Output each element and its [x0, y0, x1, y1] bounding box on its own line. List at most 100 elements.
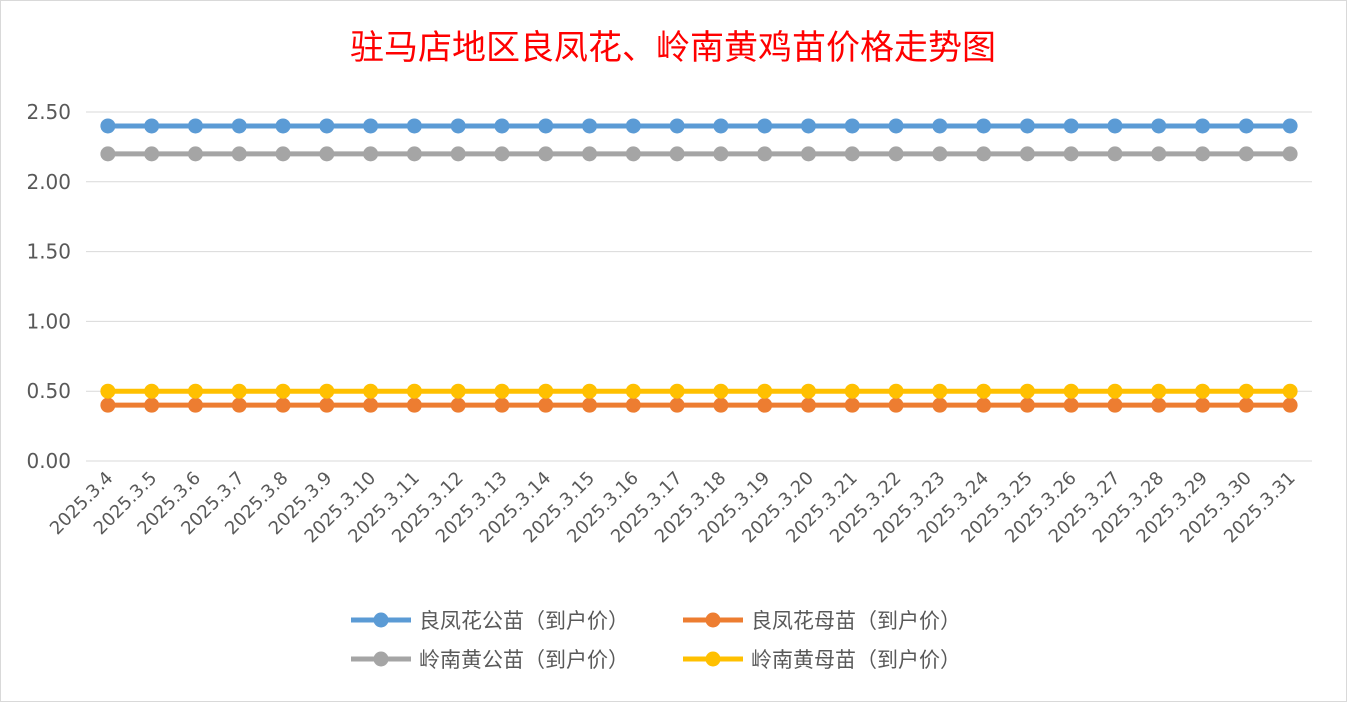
data-point [976, 146, 992, 162]
data-point [1282, 397, 1298, 413]
data-point [888, 383, 904, 399]
data-point [625, 118, 641, 134]
data-point [582, 397, 598, 413]
data-point [976, 383, 992, 399]
legend-swatch-marker [705, 612, 721, 628]
data-point [1107, 397, 1123, 413]
data-point [406, 146, 422, 162]
data-point [932, 383, 948, 399]
data-point [319, 383, 335, 399]
data-point [582, 146, 598, 162]
data-point [1238, 146, 1254, 162]
series-0 [100, 118, 1298, 134]
data-point [888, 146, 904, 162]
legend-item: 良凤花公苗（到户价） [351, 609, 629, 633]
legend-item: 岭南黄母苗（到户价） [683, 648, 961, 672]
data-point [363, 383, 379, 399]
legend-label: 良凤花公苗（到户价） [419, 609, 629, 633]
data-point [582, 118, 598, 134]
data-point [275, 397, 291, 413]
data-point [713, 397, 729, 413]
data-point [888, 397, 904, 413]
data-point [406, 397, 422, 413]
data-point [713, 118, 729, 134]
data-point [757, 146, 773, 162]
data-point [1063, 118, 1079, 134]
data-point [100, 383, 116, 399]
y-tick-label: 2.50 [26, 100, 71, 124]
data-point [844, 397, 860, 413]
data-point [100, 146, 116, 162]
data-point [669, 118, 685, 134]
data-point [319, 146, 335, 162]
data-point [1151, 146, 1167, 162]
data-point [625, 397, 641, 413]
data-point [625, 146, 641, 162]
data-point [1195, 397, 1211, 413]
data-point [582, 383, 598, 399]
y-tick-label: 1.50 [26, 240, 71, 264]
data-point [1195, 383, 1211, 399]
data-point [1282, 118, 1298, 134]
data-point [144, 146, 160, 162]
data-point [1107, 383, 1123, 399]
data-point [932, 146, 948, 162]
data-point [888, 118, 904, 134]
data-point [757, 118, 773, 134]
series-1 [100, 397, 1298, 413]
data-point [669, 383, 685, 399]
data-point [450, 397, 466, 413]
data-point [363, 397, 379, 413]
data-point [538, 397, 554, 413]
legend-item: 岭南黄公苗（到户价） [351, 648, 629, 672]
data-point [1151, 118, 1167, 134]
x-axis-ticks: 2025.3.42025.3.52025.3.62025.3.72025.3.8… [46, 468, 1300, 548]
data-point [1019, 397, 1035, 413]
data-point [187, 146, 203, 162]
data-point [187, 383, 203, 399]
data-point [538, 118, 554, 134]
data-point [625, 383, 641, 399]
data-point [844, 118, 860, 134]
series-2 [100, 146, 1298, 162]
data-point [144, 118, 160, 134]
chart-title: 驻马店地区良凤花、岭南黄鸡苗价格走势图 [350, 28, 996, 68]
data-point [976, 118, 992, 134]
data-point [187, 118, 203, 134]
data-point [494, 118, 510, 134]
data-point [669, 397, 685, 413]
legend-swatch-marker [705, 651, 721, 667]
data-point [1063, 146, 1079, 162]
data-point [538, 383, 554, 399]
legend-swatch-marker [373, 612, 389, 628]
data-point [275, 383, 291, 399]
legend-label: 良凤花母苗（到户价） [751, 609, 961, 633]
series-group [100, 118, 1298, 413]
data-point [976, 397, 992, 413]
data-point [1282, 146, 1298, 162]
data-point [1151, 397, 1167, 413]
data-point [231, 383, 247, 399]
data-point [1238, 397, 1254, 413]
data-point [1238, 383, 1254, 399]
legend-label: 岭南黄公苗（到户价） [419, 648, 629, 672]
y-tick-label: 2.00 [26, 170, 71, 194]
data-point [494, 397, 510, 413]
data-point [319, 397, 335, 413]
data-point [100, 118, 116, 134]
data-point [450, 146, 466, 162]
data-point [1019, 146, 1035, 162]
data-point [713, 146, 729, 162]
data-point [231, 146, 247, 162]
data-point [1063, 397, 1079, 413]
legend: 良凤花公苗（到户价） 良凤花母苗（到户价） 岭南黄公苗（到户价） 岭南黄母苗（到户价） [351, 609, 961, 672]
data-point [800, 118, 816, 134]
data-point [1195, 146, 1211, 162]
data-point [1195, 118, 1211, 134]
legend-label: 岭南黄母苗（到户价） [751, 648, 961, 672]
gridlines [86, 111, 1312, 462]
data-point [187, 397, 203, 413]
legend-swatch-marker [373, 651, 389, 667]
data-point [450, 383, 466, 399]
